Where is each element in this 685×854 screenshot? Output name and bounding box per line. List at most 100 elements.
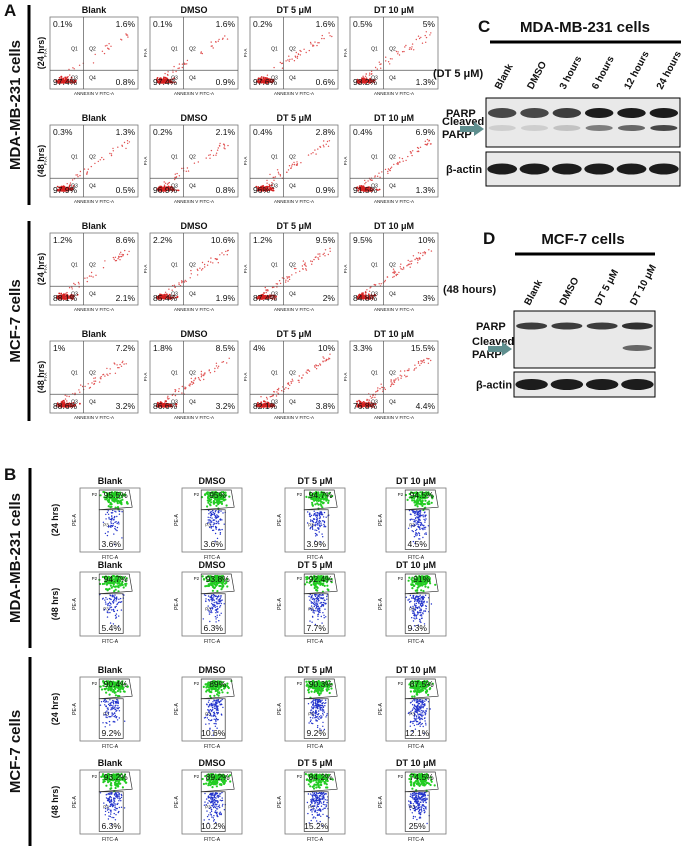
event-dot: [304, 262, 306, 264]
event-dot: [117, 699, 119, 701]
event-dot: [422, 254, 424, 257]
event-dot: [116, 694, 120, 698]
quadrant-name: Q1: [71, 370, 78, 376]
event-dot: [399, 266, 401, 268]
y-axis-label: PI-A: [343, 157, 348, 166]
event-dot: [417, 601, 419, 603]
event-dot: [314, 585, 317, 588]
event-dot: [310, 153, 312, 155]
event-dot: [326, 588, 329, 591]
event-dot: [219, 597, 221, 600]
event-dot: [425, 605, 427, 608]
event-dot: [409, 151, 412, 153]
event-dot: [214, 370, 216, 373]
event-dot: [315, 601, 317, 603]
event-dot: [309, 513, 311, 515]
cell-line-label: MDA-MB-231 cells: [7, 40, 24, 170]
event-dot: [121, 145, 124, 147]
quadrant-name: Q4: [389, 183, 396, 189]
event-dot: [87, 383, 89, 385]
event-dot: [114, 614, 117, 617]
event-dot: [216, 514, 218, 516]
event-dot: [424, 526, 427, 528]
event-dot: [116, 707, 118, 709]
y-axis-label: PI-A: [243, 373, 248, 382]
event-dot: [122, 360, 124, 362]
event-dot: [94, 53, 96, 56]
x-axis-label: ANNEXIN V FITC-A: [74, 415, 114, 420]
quadrant-name: Q1: [271, 262, 278, 268]
event-dot: [72, 185, 75, 187]
event-dot: [416, 595, 418, 597]
event-dot: [211, 513, 214, 516]
event-dot: [266, 398, 268, 400]
event-dot: [110, 522, 113, 524]
time-label: (48 hrs): [36, 145, 46, 178]
event-dot: [191, 383, 193, 385]
event-dot: [315, 606, 318, 609]
event-dot: [103, 158, 105, 161]
quadrant-value: 7.2%: [116, 343, 136, 353]
gate-name: P3: [308, 606, 314, 611]
event-dot: [203, 374, 205, 377]
gate-value: 94.7%: [104, 574, 129, 584]
event-dot: [112, 599, 115, 602]
event-dot: [208, 600, 211, 602]
event-dot: [173, 284, 176, 286]
event-dot: [185, 170, 187, 172]
event-dot: [284, 281, 287, 283]
event-dot: [74, 79, 77, 82]
event-dot: [116, 500, 119, 503]
event-dot: [313, 513, 315, 516]
event-dot: [420, 522, 423, 524]
event-dot: [320, 504, 323, 507]
event-dot: [415, 616, 417, 618]
x-axis-label: FITC-A: [204, 639, 221, 645]
event-dot: [84, 385, 86, 388]
quadrant-value: 9.5%: [316, 235, 336, 245]
quadrant-value: 97.9%: [53, 185, 78, 195]
event-dot: [99, 494, 102, 497]
event-dot: [110, 606, 113, 608]
event-dot: [106, 611, 109, 613]
event-dot: [414, 533, 417, 535]
event-dot: [366, 289, 368, 291]
event-dot: [320, 522, 322, 524]
event-dot: [125, 363, 127, 365]
event-dot: [171, 78, 174, 81]
event-dot: [198, 378, 200, 380]
event-dot: [415, 535, 417, 537]
event-dot: [208, 369, 210, 371]
event-dot: [365, 181, 367, 184]
y-axis-label: PE-A: [72, 514, 78, 526]
event-dot: [331, 35, 333, 38]
event-dot: [193, 379, 195, 382]
event-dot: [392, 268, 395, 270]
event-dot: [398, 271, 400, 274]
event-dot: [111, 609, 113, 611]
event-dot: [110, 521, 112, 523]
y-axis-label: PE-A: [277, 598, 283, 610]
quadrant-value: 0.4%: [353, 127, 373, 137]
event-dot: [380, 383, 382, 385]
event-dot: [316, 529, 318, 532]
event-dot: [318, 519, 321, 522]
event-dot: [106, 534, 109, 537]
event-dot: [266, 182, 268, 184]
event-dot: [412, 530, 414, 533]
event-dot: [314, 522, 317, 524]
event-dot: [296, 161, 298, 163]
event-dot: [311, 596, 313, 599]
event-dot: [211, 511, 213, 513]
event-dot: [415, 519, 417, 522]
event-dot: [306, 372, 308, 374]
event-dot: [213, 519, 216, 521]
event-dot: [107, 505, 110, 508]
event-dot: [190, 377, 192, 380]
event-dot: [126, 502, 129, 505]
event-dot: [211, 45, 213, 47]
event-dot: [97, 160, 100, 163]
event-dot: [318, 531, 320, 533]
event-dot: [204, 585, 207, 588]
plot-title: DT 5 μM: [276, 5, 311, 15]
